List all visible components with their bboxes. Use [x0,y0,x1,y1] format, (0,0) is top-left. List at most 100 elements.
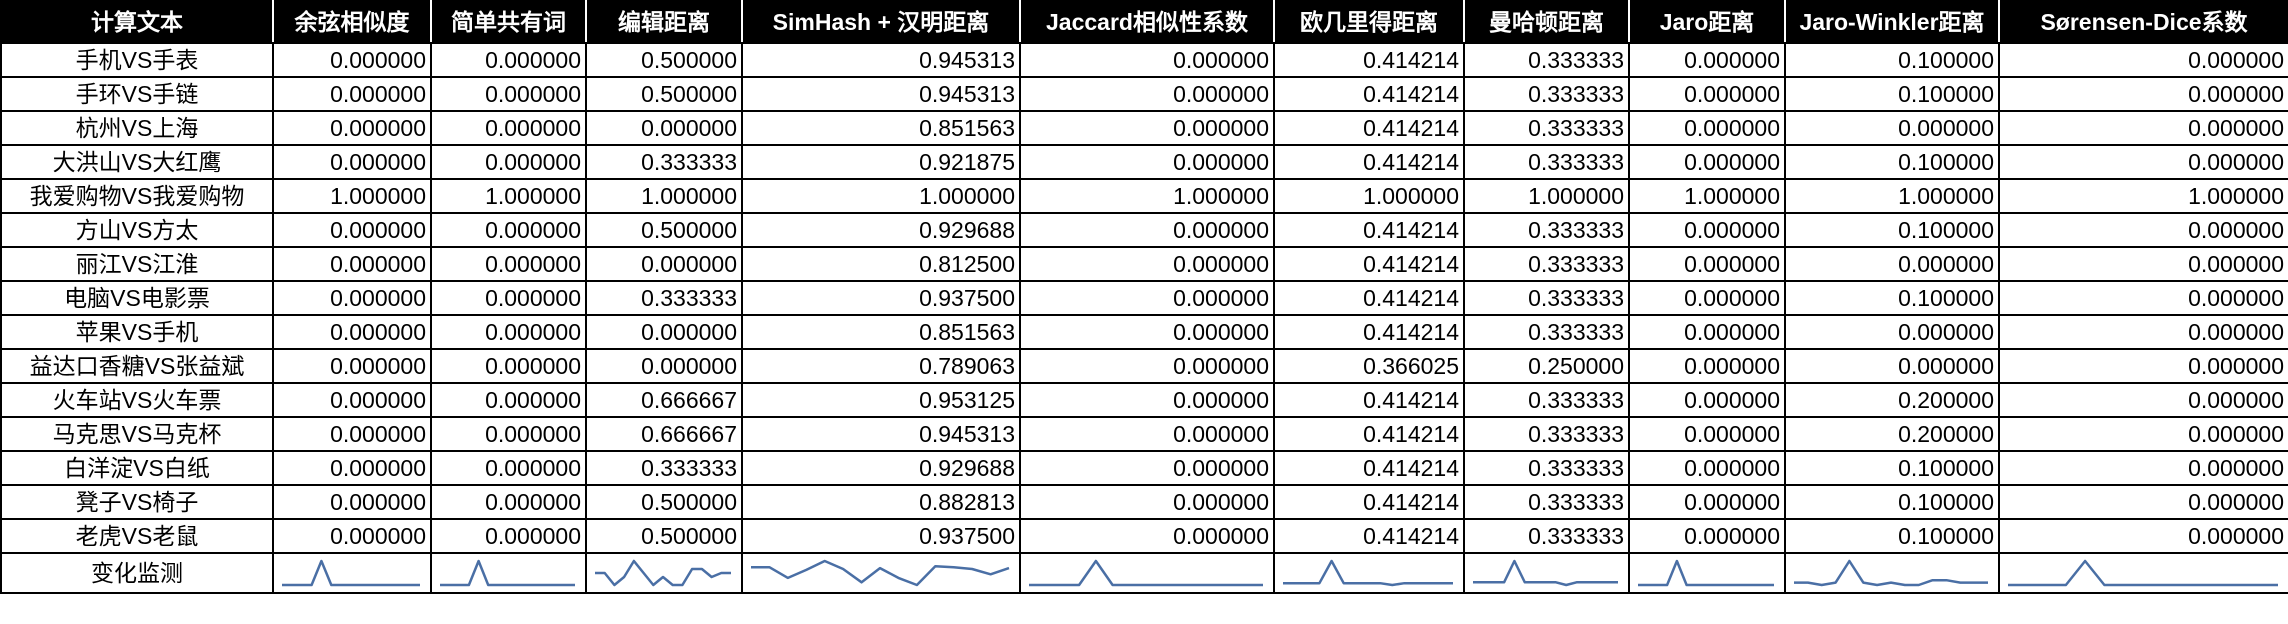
table-cell: 0.000000 [430,212,587,248]
table-row: 火车站VS火车票 0.000000 0.000000 0.666667 0.953125… [0,382,2288,418]
row-label: 苹果VS手机 [0,314,274,350]
sparkline-line [1283,559,1453,587]
sparkline-line [751,559,1010,587]
table-cell: 0.666667 [585,382,743,418]
table-cell: 0.000000 [1019,450,1275,486]
table-cell: 0.929688 [741,212,1021,248]
table-cell: 0.500000 [585,484,743,520]
table-cell: 0.812500 [741,246,1021,282]
table-cell: 0.000000 [585,314,743,350]
sparkline-chart [1638,559,1774,587]
table-cell: 0.000000 [1998,280,2288,316]
table-cell: 1.000000 [1463,178,1630,214]
table-cell: 0.000000 [1628,314,1786,350]
table-row: 手环VS手链 0.000000 0.000000 0.500000 0.945313 0.… [0,76,2288,112]
table-cell: 0.000000 [1998,212,2288,248]
table-cell: 0.882813 [741,484,1021,520]
table-row: 白洋淀VS白纸 0.000000 0.000000 0.333333 0.929688 0… [0,450,2288,486]
table-cell: 0.937500 [741,280,1021,316]
table-cell: 0.333333 [585,450,743,486]
table-cell: 0.000000 [1998,110,2288,146]
table-cell: 1.000000 [741,178,1021,214]
row-label: 杭州VS上海 [0,110,274,146]
table-cell: 0.100000 [1784,212,2000,248]
table-cell: 0.000000 [1998,76,2288,112]
table-cell: 1.000000 [272,178,432,214]
table-cell: 1.000000 [1784,178,2000,214]
table-cell: 0.000000 [1628,42,1786,78]
table-cell: 1.000000 [585,178,743,214]
table-cell: 0.000000 [1998,314,2288,350]
sparkline-chart [1473,559,1618,587]
table-row: 手机VS手表 0.000000 0.000000 0.500000 0.945313 0.… [0,42,2288,78]
table-cell: 0.945313 [741,42,1021,78]
row-label: 方山VS方太 [0,212,274,248]
table-cell: 0.000000 [1784,246,2000,282]
table-cell: 0.414214 [1273,450,1465,486]
sparkline-chart [282,559,420,587]
table-cell: 0.000000 [272,110,432,146]
table-cell: 1.000000 [1019,178,1275,214]
table-row: 丽江VS江淮 0.000000 0.000000 0.000000 0.812500 0.… [0,246,2288,282]
table-row: 杭州VS上海 0.000000 0.000000 0.000000 0.851563 0.… [0,110,2288,146]
table-cell: 0.000000 [1019,382,1275,418]
table-cell: 0.000000 [272,382,432,418]
table-cell: 0.333333 [1463,246,1630,282]
table-body: 手机VS手表 0.000000 0.000000 0.500000 0.945313 0.… [0,42,2288,594]
table-cell: 0.000000 [1998,416,2288,452]
table-cell: 0.250000 [1463,348,1630,384]
table-cell: 0.500000 [585,212,743,248]
table-cell: 0.000000 [1628,348,1786,384]
column-header: 余弦相似度 [272,0,432,44]
sparkline-cell [1273,552,1465,594]
table-cell: 0.000000 [1784,348,2000,384]
table-cell: 0.414214 [1273,144,1465,180]
table-cell: 1.000000 [1628,178,1786,214]
table-cell: 0.945313 [741,416,1021,452]
sparkline-chart [595,559,731,587]
table-cell: 0.000000 [272,348,432,384]
table-cell: 0.200000 [1784,382,2000,418]
table-cell: 0.414214 [1273,42,1465,78]
column-header: 欧几里得距离 [1273,0,1465,44]
table-cell: 0.000000 [430,110,587,146]
table-cell: 0.000000 [430,42,587,78]
table-cell: 0.100000 [1784,280,2000,316]
table-cell: 0.000000 [1019,42,1275,78]
table-cell: 0.000000 [272,212,432,248]
table-cell: 0.937500 [741,518,1021,554]
table-cell: 1.000000 [1998,178,2288,214]
table-cell: 0.666667 [585,416,743,452]
table-cell: 0.333333 [1463,280,1630,316]
sparkline-cell [272,552,432,594]
table-cell: 0.789063 [741,348,1021,384]
table-cell: 0.000000 [430,484,587,520]
table-cell: 0.000000 [1784,314,2000,350]
table-cell: 0.333333 [1463,110,1630,146]
table-cell: 0.333333 [1463,76,1630,112]
column-header: Jaro距离 [1628,0,1786,44]
sparkline-cell [1784,552,2000,594]
table-cell: 0.000000 [1628,484,1786,520]
table-cell: 0.333333 [1463,450,1630,486]
table-row: 益达口香糖VS张益斌 0.000000 0.000000 0.000000 0.7890… [0,348,2288,384]
column-header: 简单共有词 [430,0,587,44]
sparkline-line [595,559,731,587]
table-cell: 0.000000 [585,348,743,384]
table-row: 大洪山VS大红鹰 0.000000 0.000000 0.333333 0.921875… [0,144,2288,180]
table-row: 我爱购物VS我爱购物 1.000000 1.000000 1.000000 1.0000… [0,178,2288,214]
table-cell: 0.414214 [1273,518,1465,554]
table-cell: 0.000000 [1019,280,1275,316]
column-header: 计算文本 [0,0,274,44]
sparkline-chart [1794,559,1988,587]
table-cell: 0.414214 [1273,76,1465,112]
sparkline-line [2008,559,2278,587]
table-cell: 0.000000 [430,76,587,112]
sparkline-chart [1283,559,1453,587]
table-cell: 1.000000 [430,178,587,214]
table-cell: 0.000000 [1628,416,1786,452]
table-cell: 0.333333 [1463,484,1630,520]
table-cell: 0.000000 [1784,110,2000,146]
table-cell: 0.414214 [1273,484,1465,520]
table-cell: 0.366025 [1273,348,1465,384]
